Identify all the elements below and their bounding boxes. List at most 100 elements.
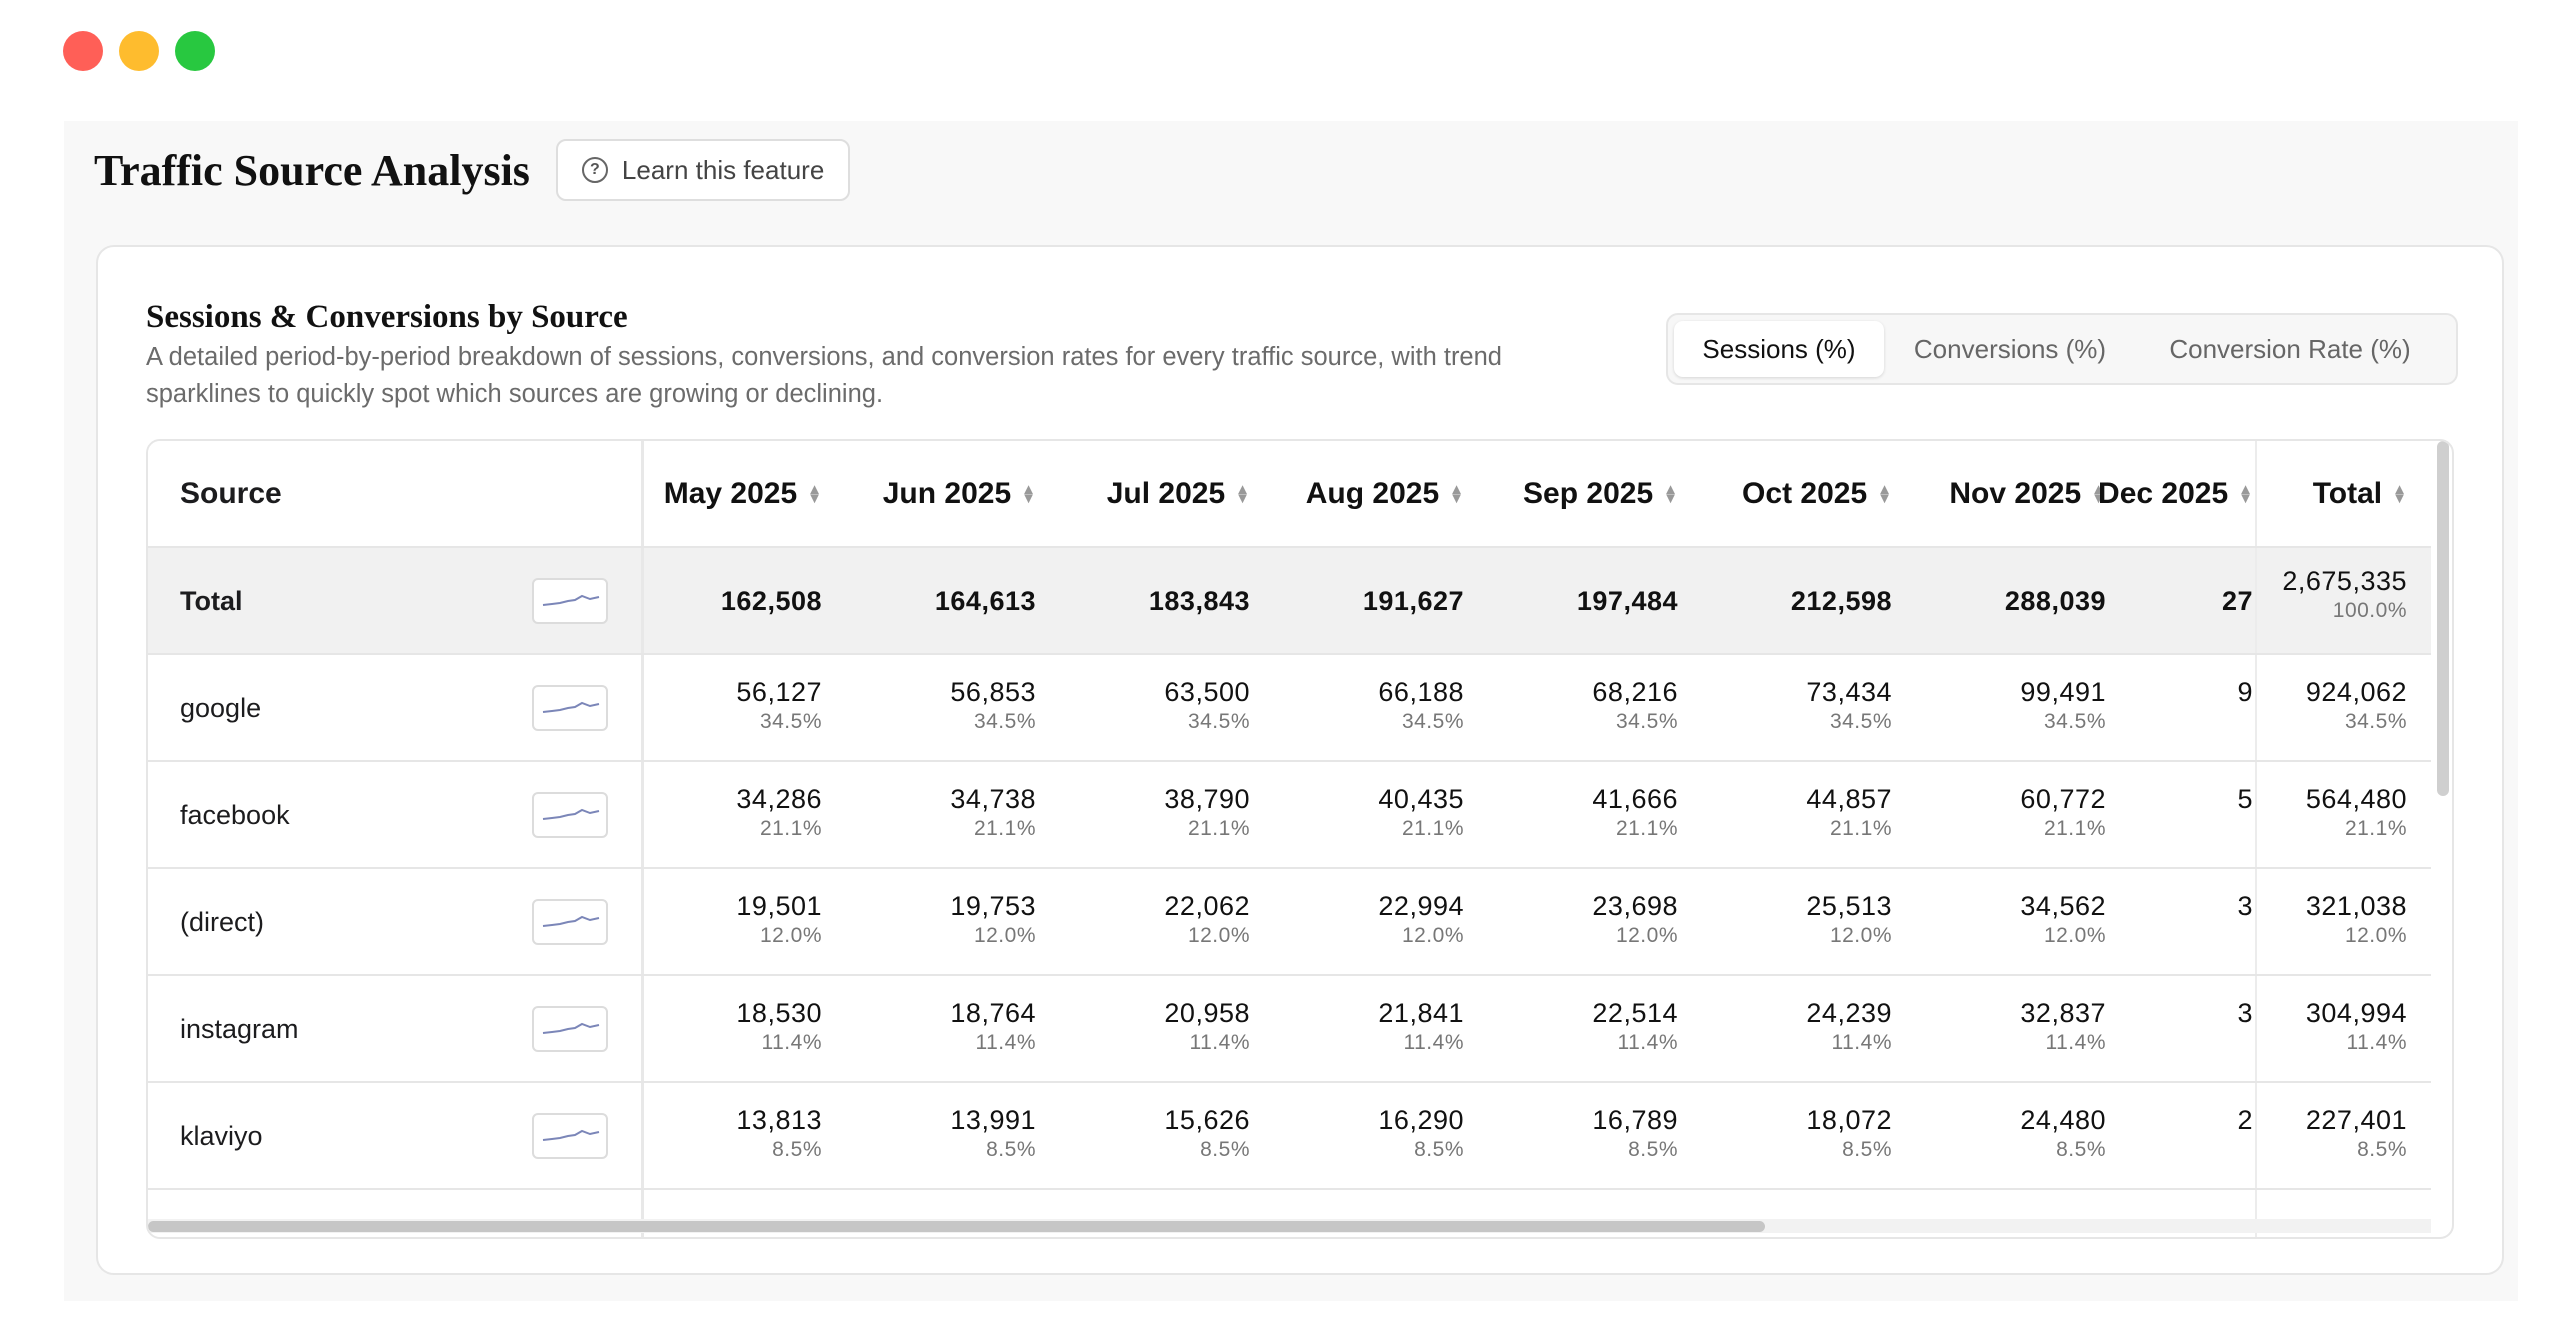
month-header-label: Jun 2025 bbox=[882, 476, 1012, 510]
table-cell: 212,598 bbox=[1791, 586, 1892, 617]
table-scroll-area[interactable]: May 2025 ▲ ▼ Jun 2025 ▲ ▼ Jul 2025 ▲ ▼ Aug 2025 ▲ ▼… bbox=[644, 441, 2255, 1237]
month-header[interactable]: Dec 2025 ▲ ▼ bbox=[2098, 441, 2253, 546]
table-cell: 197,484 bbox=[1577, 586, 1678, 617]
row-total-cell: 564,480 21.1% bbox=[2306, 784, 2407, 841]
table-cell: 18,764 11.4% bbox=[950, 998, 1036, 1055]
table-cell: 22,062 12.0% bbox=[1164, 891, 1250, 948]
month-header-label: Dec 2025 bbox=[2098, 476, 2229, 510]
row-divider bbox=[148, 867, 2431, 869]
table-cell: 2 bbox=[2237, 1105, 2253, 1136]
cell-value: 63,500 bbox=[1164, 677, 1250, 707]
cell-percent: 11.4% bbox=[2045, 1031, 2106, 1054]
row-total-value: 227,401 bbox=[2305, 1105, 2407, 1135]
table-cell: 9 bbox=[2237, 677, 2253, 708]
month-header-label: May 2025 bbox=[663, 476, 798, 510]
month-header[interactable]: Aug 2025 ▲ ▼ bbox=[1306, 441, 1464, 546]
table-cell: 34,562 12.0% bbox=[2020, 891, 2106, 948]
row-divider bbox=[148, 546, 2431, 548]
table-cell: 3 bbox=[2237, 891, 2253, 922]
table-cell: 13,813 8.5% bbox=[736, 1105, 822, 1162]
cell-value: 23,698 bbox=[1592, 891, 1678, 921]
table-cell: 18,072 8.5% bbox=[1806, 1105, 1892, 1162]
source-name: facebook bbox=[180, 800, 290, 830]
cell-value: 15,626 bbox=[1164, 1105, 1250, 1135]
sparkline[interactable] bbox=[532, 792, 608, 838]
month-header[interactable]: May 2025 ▲ ▼ bbox=[664, 441, 822, 546]
table-cell: 19,753 12.0% bbox=[950, 891, 1036, 948]
cell-value: 16,789 bbox=[1592, 1105, 1678, 1135]
cell-value: 191,627 bbox=[1362, 586, 1464, 616]
row-total-value: 304,994 bbox=[2305, 998, 2407, 1028]
cell-percent: 21.1% bbox=[759, 817, 822, 840]
tab-sessions[interactable]: Sessions (%) bbox=[1674, 321, 1884, 377]
cell-value: 288,039 bbox=[2004, 586, 2106, 616]
sort-icon: ▲ ▼ bbox=[2091, 480, 2106, 507]
cell-percent: 12.0% bbox=[1401, 924, 1464, 947]
cell-value: 24,480 bbox=[2020, 1105, 2106, 1135]
table-cell: 3 bbox=[2237, 998, 2253, 1029]
cell-value: 56,853 bbox=[950, 677, 1036, 707]
sparkline[interactable] bbox=[532, 1113, 608, 1159]
sort-icon: ▲ ▼ bbox=[1877, 480, 1892, 507]
cell-value: 197,484 bbox=[1576, 586, 1678, 616]
sparkline[interactable] bbox=[532, 899, 608, 945]
cell-value: 20,958 bbox=[1164, 998, 1250, 1028]
sparkline[interactable] bbox=[532, 1006, 608, 1052]
cell-value: 34,286 bbox=[736, 784, 822, 814]
cell-value: 183,843 bbox=[1148, 586, 1250, 616]
learn-feature-button[interactable]: ? Learn this feature bbox=[555, 139, 851, 201]
table-cell: 22,514 11.4% bbox=[1592, 998, 1678, 1055]
table-cell: 25,513 12.0% bbox=[1806, 891, 1892, 948]
sort-icon: ▲ ▼ bbox=[1663, 480, 1678, 507]
cell-percent: 12.0% bbox=[1615, 924, 1678, 947]
tab-conversion-rate[interactable]: Conversion Rate (%) bbox=[2169, 333, 2411, 364]
total-row-total-bg bbox=[2257, 548, 2431, 655]
row-total-percent: 11.4% bbox=[2346, 1031, 2407, 1054]
month-header[interactable]: Oct 2025 ▲ ▼ bbox=[1742, 441, 1892, 546]
row-total-percent: 34.5% bbox=[2344, 710, 2407, 733]
table-cell: 27 bbox=[2222, 586, 2253, 617]
sparkline[interactable] bbox=[532, 578, 608, 624]
month-header-label: Jul 2025 bbox=[1106, 476, 1226, 510]
maximize-window-button[interactable] bbox=[175, 31, 215, 71]
table-cell: 60,772 21.1% bbox=[2020, 784, 2106, 841]
source-header[interactable]: Source bbox=[180, 441, 282, 546]
cell-percent: 11.4% bbox=[1617, 1031, 1678, 1054]
minimize-window-button[interactable] bbox=[119, 31, 159, 71]
table-cell: 41,666 21.1% bbox=[1592, 784, 1678, 841]
horizontal-scrollbar-thumb[interactable] bbox=[148, 1221, 1765, 1232]
close-window-button[interactable] bbox=[63, 31, 103, 71]
month-header[interactable]: Jun 2025 ▲ ▼ bbox=[883, 441, 1036, 546]
month-header[interactable]: Sep 2025 ▲ ▼ bbox=[1523, 441, 1678, 546]
table-cell: 21,841 11.4% bbox=[1378, 998, 1464, 1055]
table-cell: 99,491 34.5% bbox=[2020, 677, 2106, 734]
month-header[interactable]: Nov 2025 ▲ ▼ bbox=[1949, 441, 2106, 546]
cell-value: 5 bbox=[2237, 784, 2253, 814]
cell-value: 16,290 bbox=[1378, 1105, 1464, 1135]
sparkline[interactable] bbox=[532, 685, 608, 731]
cell-value: 162,508 bbox=[720, 586, 822, 616]
tab-conversions[interactable]: Conversions (%) bbox=[1913, 333, 2107, 364]
total-column-header[interactable]: Total ▲ ▼ bbox=[2313, 441, 2407, 546]
cell-value: 34,738 bbox=[950, 784, 1036, 814]
cell-percent: 12.0% bbox=[973, 924, 1036, 947]
month-header[interactable]: Jul 2025 ▲ ▼ bbox=[1107, 441, 1250, 546]
cell-value: 34,562 bbox=[2020, 891, 2106, 921]
cell-percent: 21.1% bbox=[1401, 817, 1464, 840]
source-name: (direct) bbox=[180, 907, 265, 937]
cell-value: 21,841 bbox=[1378, 998, 1464, 1028]
table-cell: 18,530 11.4% bbox=[736, 998, 822, 1055]
cell-value: 19,501 bbox=[736, 891, 822, 921]
table-cell: 15,626 8.5% bbox=[1164, 1105, 1250, 1162]
cell-percent: 12.0% bbox=[2043, 924, 2106, 947]
vertical-scrollbar-thumb[interactable] bbox=[2437, 441, 2449, 796]
cell-percent: 34.5% bbox=[1615, 710, 1678, 733]
table-cell: 56,127 34.5% bbox=[736, 677, 822, 734]
metric-tabs: Sessions (%) Conversions (%) Conversion … bbox=[1666, 313, 2458, 385]
table-cell: 183,843 bbox=[1149, 586, 1250, 617]
card-title: Sessions & Conversions by Source bbox=[146, 299, 628, 335]
sort-icon: ▲ ▼ bbox=[1021, 480, 1036, 507]
table-cell: 32,837 11.4% bbox=[2020, 998, 2106, 1055]
cell-percent: 12.0% bbox=[1187, 924, 1250, 947]
sessions-table: May 2025 ▲ ▼ Jun 2025 ▲ ▼ Jul 2025 ▲ ▼ Aug 2025 ▲ ▼… bbox=[146, 439, 2454, 1239]
